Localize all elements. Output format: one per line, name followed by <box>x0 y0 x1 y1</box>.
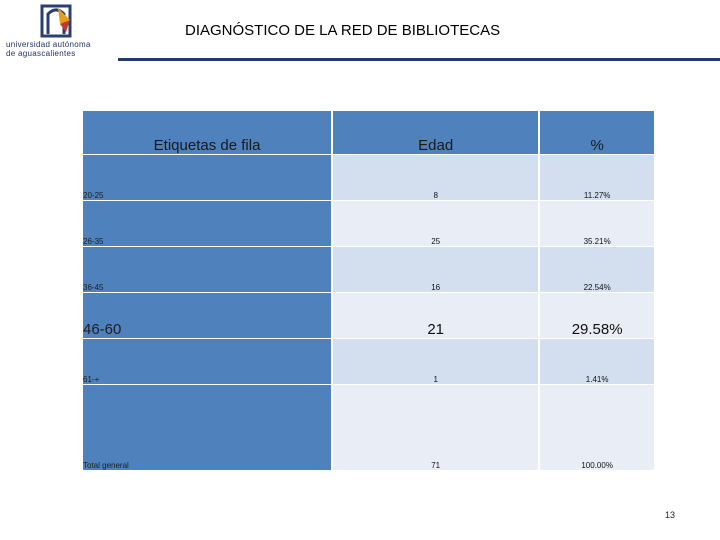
page-number: 13 <box>665 510 676 520</box>
table-row: 26-35 25 35.21% <box>83 201 654 247</box>
percent-cell: 1.41% <box>540 339 654 385</box>
pivot-table: Etiquetas de fila Edad % 20-25 8 11.27% … <box>83 111 654 471</box>
page-title: DIAGNÓSTICO DE LA RED DE BIBLIOTECAS <box>185 22 501 39</box>
row-label: 36-45 <box>83 247 334 293</box>
table-row: 46-60 21 29.58% <box>83 293 654 339</box>
row-label: 20-25 <box>83 155 334 201</box>
edad-cell: 25 <box>333 201 541 247</box>
row-label: 61-+ <box>83 339 334 385</box>
edad-cell: 21 <box>333 293 541 339</box>
university-logo: universidad autónoma de aguascalientes <box>6 4 118 58</box>
column-header-percent: % <box>540 111 654 155</box>
total-label: Total general <box>83 385 334 471</box>
total-edad-cell: 71 <box>333 385 541 471</box>
edad-cell: 16 <box>333 247 541 293</box>
header-divider <box>118 58 720 61</box>
column-header-edad: Edad <box>333 111 541 155</box>
edad-cell: 8 <box>333 155 541 201</box>
table-row: 20-25 8 11.27% <box>83 155 654 201</box>
table-row: 61-+ 1 1.41% <box>83 339 654 385</box>
table-header-row: Etiquetas de fila Edad % <box>83 111 654 155</box>
column-header-row-labels: Etiquetas de fila <box>83 111 334 155</box>
percent-cell: 11.27% <box>540 155 654 201</box>
total-percent-cell: 100.00% <box>540 385 654 471</box>
logo-text-line2: de aguascalientes <box>6 49 76 58</box>
row-label: 26-35 <box>83 201 334 247</box>
logo-text-line1: universidad autónoma <box>6 40 91 49</box>
row-label: 46-60 <box>83 293 334 339</box>
percent-cell: 22.54% <box>540 247 654 293</box>
edad-cell: 1 <box>333 339 541 385</box>
table-row: 36-45 16 22.54% <box>83 247 654 293</box>
percent-cell: 35.21% <box>540 201 654 247</box>
university-emblem-icon <box>40 4 72 38</box>
percent-cell: 29.58% <box>540 293 654 339</box>
table-total-row: Total general 71 100.00% <box>83 385 654 471</box>
